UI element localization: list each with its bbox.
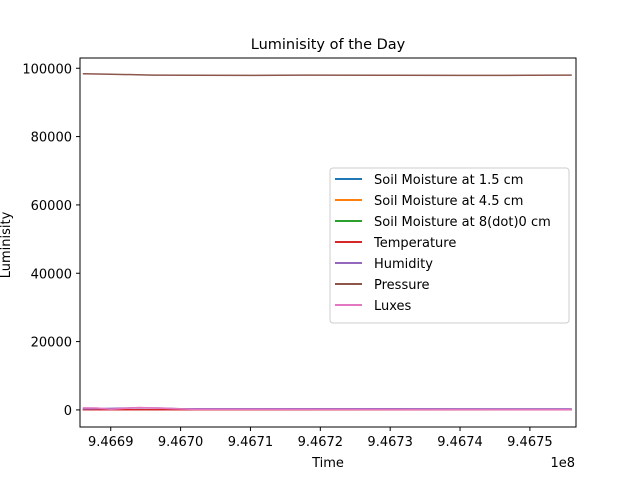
legend-label: Soil Moisture at 4.5 cm (374, 194, 523, 209)
legend-label: Soil Moisture at 1.5 cm (374, 173, 523, 188)
series-line-6 (82, 406, 572, 411)
legend-label: Luxes (374, 299, 412, 314)
legend-label: Soil Moisture at 8(dot)0 cm (374, 215, 551, 230)
plot-area (79, 57, 577, 428)
legend: Soil Moisture at 1.5 cm Soil Moisture at … (329, 167, 570, 324)
x-tick-label: 9.4674 (437, 435, 483, 450)
x-tick-label: 9.4675 (507, 435, 553, 450)
legend-box (329, 167, 570, 324)
legend-label: Temperature (373, 236, 456, 251)
plot-frame (79, 57, 577, 428)
y-axis: 0 20000 40000 60000 80000 100000 (22, 62, 80, 419)
y-tick-label: 100000 (22, 62, 72, 77)
y-tick-label: 20000 (31, 336, 72, 351)
y-tick-label: 0 (64, 404, 72, 419)
legend-label: Humidity (374, 257, 433, 272)
x-tick-label: 9.4670 (158, 435, 204, 450)
y-tick-label: 80000 (31, 131, 72, 146)
y-axis-label: Luminisity (0, 211, 14, 278)
chart-title: Luminisity of the Day (251, 37, 406, 53)
x-tick-label: 9.4669 (88, 435, 134, 450)
x-axis: 9.4669 9.4670 9.4671 9.4672 9.4673 9.4674 9.46… (88, 427, 553, 450)
x-axis-label: Time (311, 456, 344, 471)
legend-label: Pressure (374, 278, 430, 293)
x-tick-label: 9.4671 (228, 435, 274, 450)
y-tick-label: 60000 (31, 199, 72, 214)
x-tick-label: 9.4673 (367, 435, 413, 450)
y-tick-label: 40000 (31, 267, 72, 282)
x-offset-label: 1e8 (550, 456, 575, 471)
x-tick-label: 9.4672 (298, 435, 344, 450)
series-line-5 (82, 72, 572, 77)
